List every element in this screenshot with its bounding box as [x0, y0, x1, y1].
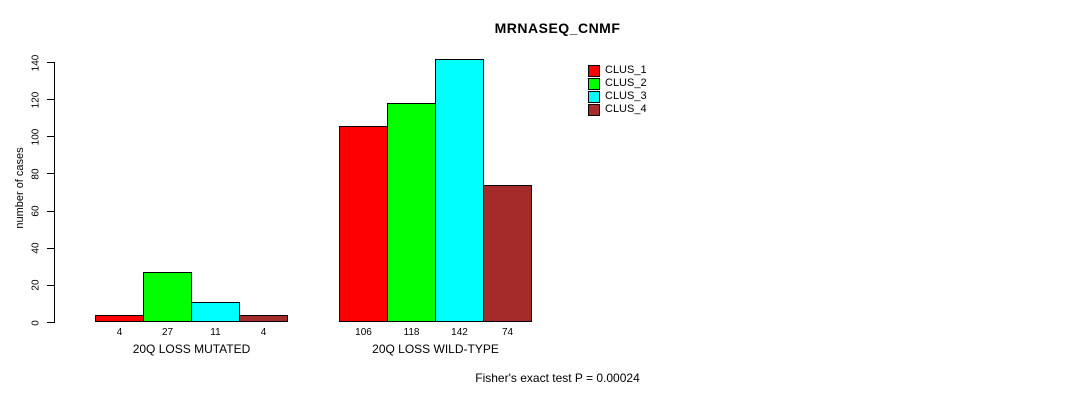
y-tick-label: 100 [30, 128, 42, 146]
legend-label: CLUS_3 [605, 90, 647, 102]
bar-clus_2 [387, 103, 436, 323]
legend-label: CLUS_4 [605, 103, 647, 115]
bar-value-label: 118 [403, 327, 420, 338]
footer-note: Fisher's exact test P = 0.00024 [475, 371, 640, 385]
x-category-label: 20Q LOSS MUTATED [132, 342, 251, 356]
bar-clus_1 [95, 315, 144, 323]
legend: CLUS_1 CLUS_2 CLUS_3 CLUS_4 [588, 64, 647, 116]
legend-swatch-clus_4 [588, 103, 600, 116]
y-tick-label: 20 [30, 279, 42, 291]
y-axis-label: number of cases [14, 147, 26, 229]
bar-clus_3 [191, 302, 240, 323]
bar-value-label: 4 [260, 327, 267, 338]
legend-swatch-clus_2 [588, 77, 600, 90]
bar-clus_1 [339, 125, 388, 323]
y-tick [47, 62, 54, 63]
legend-item-clus_4: CLUS_4 [588, 103, 647, 116]
y-axis [54, 62, 55, 323]
y-tick-label: 120 [30, 91, 42, 108]
y-tick-label: 40 [30, 242, 42, 254]
y-tick [47, 99, 54, 101]
bar-clus_3 [435, 58, 484, 323]
legend-item-clus_1: CLUS_1 [588, 64, 647, 77]
y-tick-label: 0 [30, 319, 42, 326]
bar-clus_2 [143, 272, 192, 323]
chart-title: MRNASEQ_CNMF [494, 20, 621, 36]
y-tick-label: 60 [30, 205, 42, 217]
legend-label: CLUS_1 [605, 64, 647, 76]
legend-item-clus_3: CLUS_3 [588, 90, 647, 103]
y-tick [47, 210, 54, 212]
y-tick-label: 140 [30, 54, 42, 71]
bar-value-label: 4 [116, 327, 123, 338]
x-category-label: 20Q LOSS WILD-TYPE [372, 342, 499, 356]
legend-swatch-clus_1 [588, 64, 600, 77]
bar-value-label: 11 [210, 327, 221, 338]
bar-value-label: 74 [501, 327, 514, 338]
y-tick-label: 80 [30, 168, 42, 180]
y-tick [47, 136, 54, 138]
bar-clus_4 [239, 315, 288, 323]
bar-value-label: 27 [161, 327, 174, 338]
bar-clus_4 [483, 185, 532, 323]
y-tick [47, 322, 54, 323]
legend-label: CLUS_2 [605, 77, 647, 89]
legend-item-clus_2: CLUS_2 [588, 77, 647, 90]
bar-value-label: 142 [451, 327, 468, 338]
bar-value-label: 106 [355, 327, 372, 338]
y-tick [47, 173, 54, 175]
y-tick [47, 284, 54, 286]
legend-swatch-clus_3 [588, 90, 600, 103]
y-tick [47, 247, 54, 249]
